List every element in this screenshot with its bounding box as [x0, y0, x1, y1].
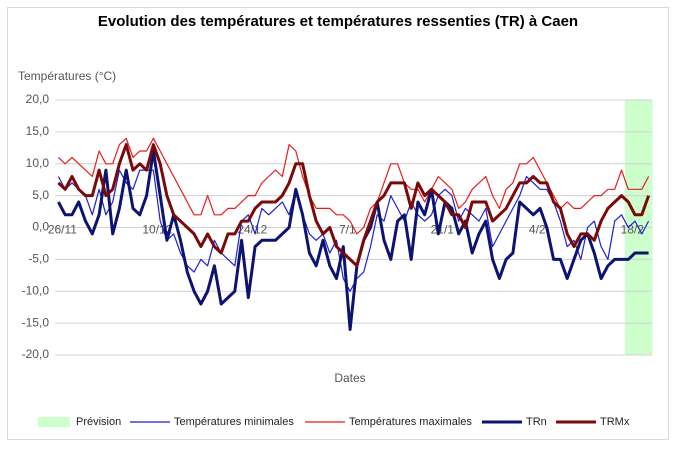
y-tick-label: 15,0: [26, 124, 50, 138]
chart-title: Evolution des températures et températur…: [98, 13, 578, 30]
y-tick-label: 20,0: [26, 92, 50, 106]
series-line: [57, 143, 651, 268]
y-tick-label: 5,0: [32, 188, 49, 202]
x-tick-label: 18/2: [621, 223, 645, 237]
legend-label: TRMx: [600, 416, 630, 428]
legend-label: TRn: [526, 416, 547, 428]
x-tick-label: 7/1: [339, 223, 356, 237]
x-tick-label: 24/12: [237, 223, 267, 237]
x-tick-label: 21/1: [431, 223, 455, 237]
y-tick-label: -20,0: [22, 347, 50, 361]
x-tick-label: 26/11: [48, 223, 77, 237]
legend-label: Températures maximales: [349, 416, 472, 428]
y-tick-label: -15,0: [22, 315, 50, 329]
legend-label: Températures minimales: [174, 416, 294, 428]
legend-label: Prévision: [76, 416, 121, 428]
series-line: [57, 149, 649, 331]
y-tick-label: -10,0: [22, 283, 50, 297]
x-axis-title: Dates: [334, 371, 365, 385]
y-tick-label: -5,0: [28, 252, 49, 266]
y-axis-title: Températures (°C): [18, 69, 116, 83]
legend-swatch: [38, 417, 70, 427]
x-tick-label: 4/2: [529, 223, 546, 237]
chart-frame: [7, 7, 669, 440]
y-tick-label: 10,0: [26, 156, 50, 170]
y-tick-label: 0,0: [32, 220, 49, 234]
